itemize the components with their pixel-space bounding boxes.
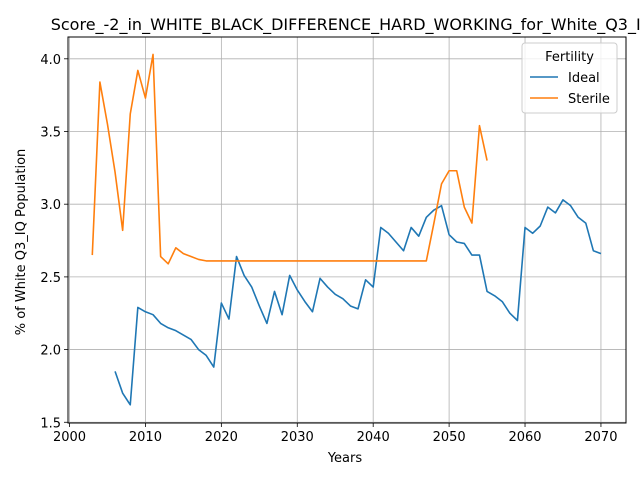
x-axis-label: Years xyxy=(327,451,363,466)
legend-label-sterile: Sterile xyxy=(568,92,610,107)
y-tick-label: 2.0 xyxy=(40,344,61,359)
series-lines xyxy=(91,53,602,406)
y-tick-label: 3.0 xyxy=(40,198,61,213)
x-tick-label: 2010 xyxy=(129,430,162,445)
legend: Fertility Ideal Sterile xyxy=(521,42,618,114)
x-tick-label: 2040 xyxy=(357,430,390,445)
legend-title: Fertility xyxy=(545,50,594,65)
x-tick-label: 2020 xyxy=(205,430,238,445)
x-tick-label: 2030 xyxy=(281,430,314,445)
legend-label-ideal: Ideal xyxy=(568,71,600,86)
series-line-sterile xyxy=(91,53,488,265)
x-tick-label: 2050 xyxy=(433,430,466,445)
chart-title: Score_-2_in_WHITE_BLACK_DIFFERENCE_HARD_… xyxy=(51,15,640,35)
y-tick-label: 4.0 xyxy=(40,53,61,68)
x-tick-label: 2000 xyxy=(53,430,86,445)
x-tick-label: 2070 xyxy=(584,430,617,445)
axis-ticks: 2000 2010 2020 2030 2040 2050 2060 2070 1.5 2.0 2.… xyxy=(40,53,617,445)
y-axis-label: % of White Q3_IQ Population xyxy=(14,149,29,336)
y-tick-label: 1.5 xyxy=(40,416,61,431)
y-tick-label: 2.5 xyxy=(40,271,61,286)
series-line-ideal xyxy=(114,199,602,406)
x-tick-label: 2060 xyxy=(508,430,541,445)
legend-box xyxy=(521,42,618,114)
plot-area-frame xyxy=(67,36,627,424)
y-tick-label: 3.5 xyxy=(40,126,61,141)
